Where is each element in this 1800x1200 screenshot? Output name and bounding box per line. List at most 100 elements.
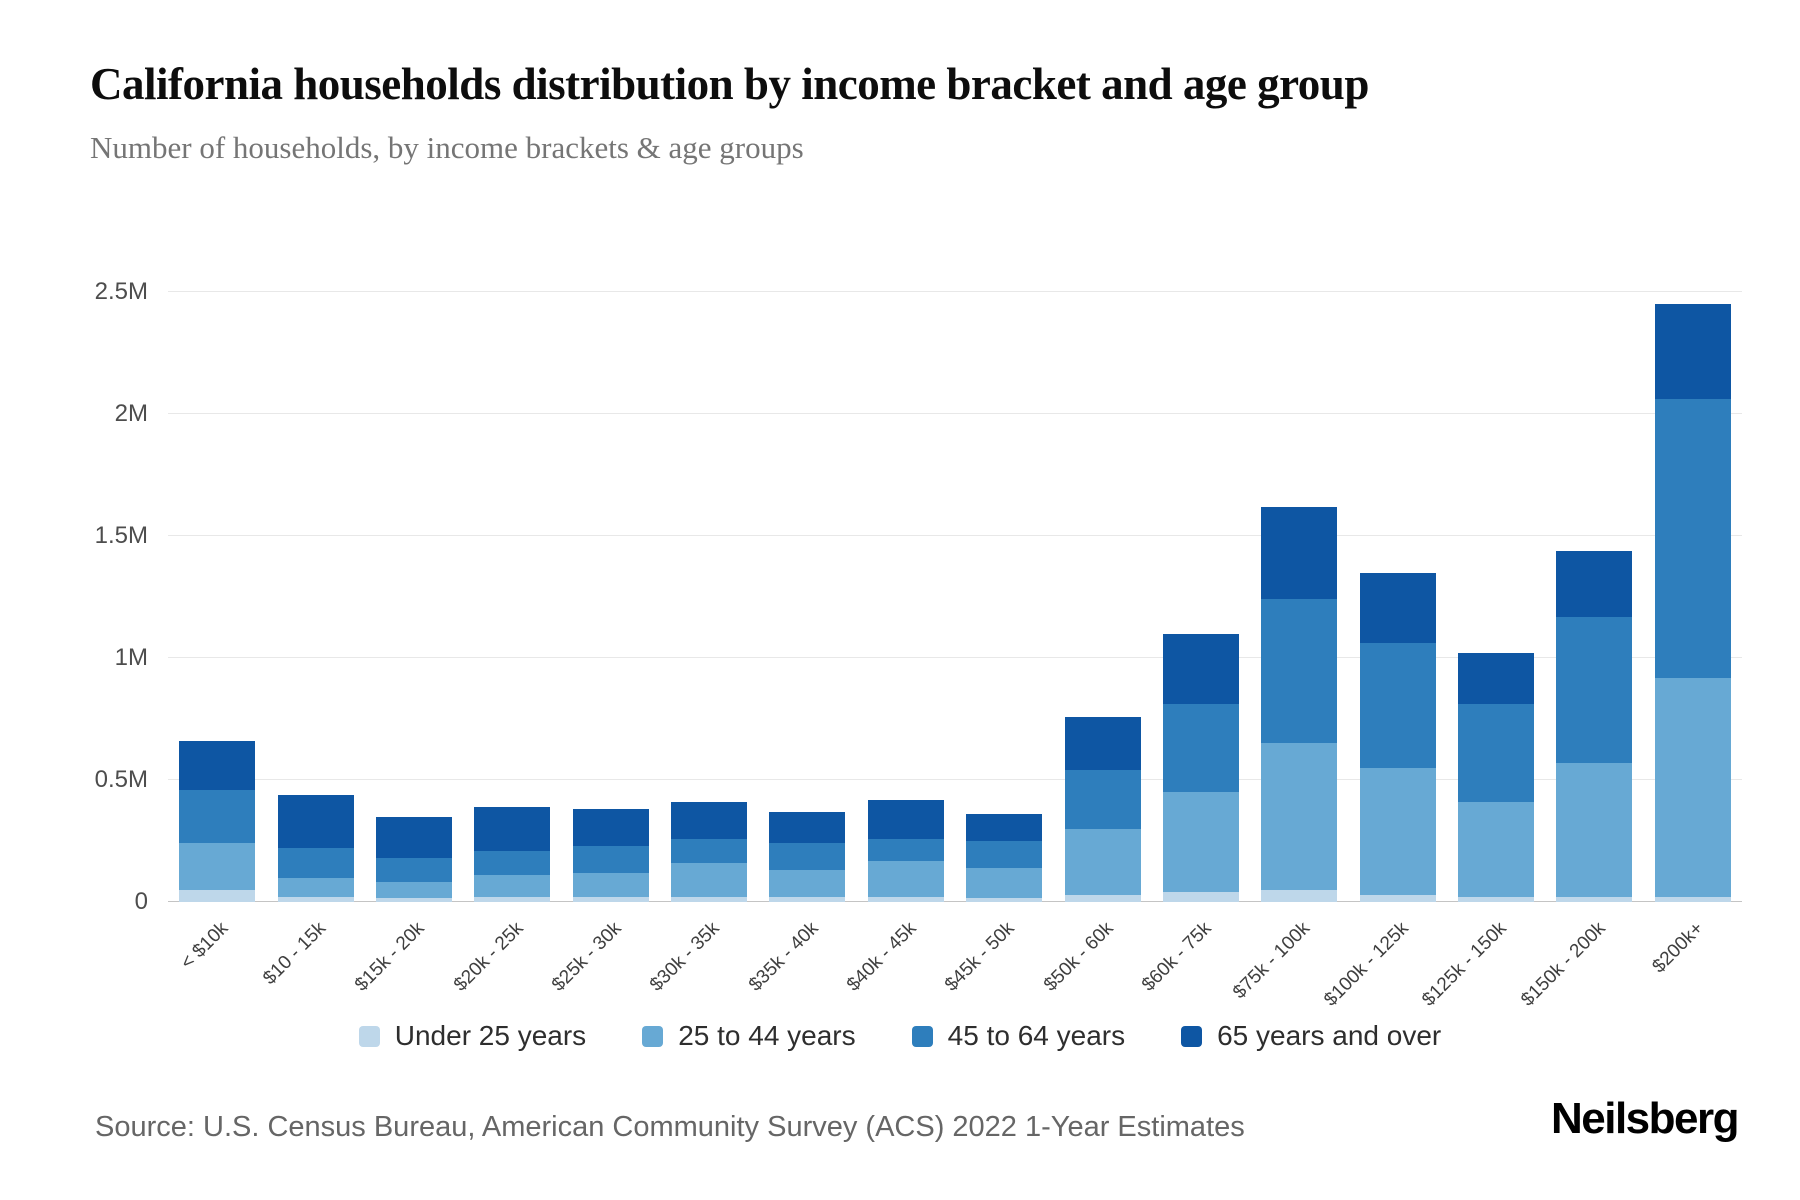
bar-segment xyxy=(1359,643,1436,768)
bar-segment xyxy=(1064,894,1141,902)
gridline xyxy=(168,657,1742,658)
bar-segment xyxy=(867,860,944,898)
bar-segment xyxy=(1458,801,1535,898)
stacked-bar xyxy=(1458,653,1535,902)
bar-segment xyxy=(179,843,256,890)
plot-area: 0 0.5M 1M 1.5M 2M 2.5M < $10k $10 - 15k $15k - 2… xyxy=(95,278,1742,1011)
bars-container: < $10k $10 - 15k $15k - 20k $20k - 25k $25k … xyxy=(168,292,1742,1011)
bar-segment xyxy=(1556,616,1633,763)
bar-column: $200k+ xyxy=(1644,292,1742,977)
bar-column: $50k - 60k xyxy=(1040,292,1151,996)
bar-segment xyxy=(769,811,846,844)
legend-label: Under 25 years xyxy=(394,1020,587,1051)
bar-segment xyxy=(1458,653,1535,705)
bar-segment xyxy=(1654,897,1731,902)
bar-column: $100k - 125k xyxy=(1320,292,1447,1011)
bar-segment xyxy=(1261,889,1338,902)
bar-segment xyxy=(1261,506,1338,600)
x-axis-tick-label: $60k - 75k xyxy=(1138,918,1216,996)
stacked-bar xyxy=(867,799,944,902)
bar-segment xyxy=(769,843,846,871)
bar-segment xyxy=(966,898,1043,902)
y-axis-tick-label: 1M xyxy=(114,644,148,671)
bar-segment xyxy=(474,850,551,876)
x-axis-tick-label: < $10k xyxy=(176,918,233,974)
y-axis-tick-label: 0.5M xyxy=(94,766,148,793)
stacked-bar xyxy=(572,809,649,902)
chart-legend: Under 25 years 25 to 44 years 45 to 64 yea… xyxy=(0,1020,1800,1052)
y-axis-tick-label: 0 xyxy=(134,888,148,915)
bar-segment xyxy=(671,838,748,863)
x-axis-tick-label: $50k - 60k xyxy=(1039,918,1118,996)
gridline xyxy=(168,413,1742,414)
stacked-bar xyxy=(1556,550,1633,902)
bar-segment xyxy=(769,897,846,902)
stacked-bar xyxy=(474,806,551,902)
legend-marker xyxy=(358,1025,380,1047)
bar-segment xyxy=(277,877,354,898)
bar-segment xyxy=(277,794,354,849)
bar-segment xyxy=(1359,572,1436,644)
bar-segment xyxy=(474,806,551,851)
x-axis-tick-label: $100k - 125k xyxy=(1320,918,1413,1011)
bar-segment xyxy=(966,814,1043,842)
bar-segment xyxy=(1162,792,1239,893)
bar-column: $125k - 150k xyxy=(1418,292,1545,1011)
chart-title: California households distribution by in… xyxy=(90,59,1369,109)
stacked-bar xyxy=(375,816,452,902)
stacked-bar xyxy=(966,814,1043,902)
stacked-bar xyxy=(1654,304,1731,902)
bar-segment xyxy=(1654,399,1731,678)
bar-column: $40k - 45k xyxy=(843,292,955,996)
bar-column: $35k - 40k xyxy=(745,292,856,996)
legend-marker xyxy=(642,1025,664,1047)
stacked-bar xyxy=(769,811,846,902)
gridline xyxy=(168,901,1742,902)
bar-column: $45k - 50k xyxy=(941,292,1053,996)
bar-segment xyxy=(671,862,748,898)
bar-column: $30k - 35k xyxy=(646,292,758,996)
bar-segment xyxy=(1261,599,1338,744)
x-axis-tick-label: $40k - 45k xyxy=(843,918,921,996)
legend-label: 25 to 44 years xyxy=(678,1020,856,1051)
bar-segment xyxy=(474,897,551,902)
bar-segment xyxy=(1458,704,1535,802)
bar-segment xyxy=(1556,762,1633,898)
gridline xyxy=(168,291,1742,292)
bar-segment xyxy=(1064,716,1141,771)
bar-segment xyxy=(867,799,944,839)
bar-column: < $10k xyxy=(168,292,266,974)
bar-segment xyxy=(1458,897,1535,902)
stacked-bar xyxy=(1261,506,1338,902)
x-axis-tick-label: $15k - 20k xyxy=(351,918,429,996)
legend-item[interactable]: 65 years and over xyxy=(1181,1020,1441,1052)
bar-segment xyxy=(474,875,551,898)
bar-segment xyxy=(572,809,649,846)
legend-item[interactable]: Under 25 years xyxy=(358,1020,587,1052)
bar-column: $60k - 75k xyxy=(1138,292,1250,996)
bar-segment xyxy=(1064,828,1141,895)
bar-segment xyxy=(572,897,649,902)
bar-segment xyxy=(1359,894,1436,902)
bar-column: $10 - 15k xyxy=(260,292,364,989)
bar-segment xyxy=(671,897,748,902)
y-axis-tick-label: 2.5M xyxy=(94,278,148,305)
bar-segment xyxy=(769,870,846,898)
bar-column: $75k - 100k xyxy=(1229,292,1348,1003)
neilsberg-logo: Neilsberg xyxy=(1550,1094,1740,1143)
x-axis-tick-label: $35k - 40k xyxy=(744,918,823,996)
x-axis-tick-label: $75k - 100k xyxy=(1229,918,1315,1004)
bar-segment xyxy=(867,838,944,861)
x-axis-tick-label: $25k - 30k xyxy=(547,918,626,996)
legend-item[interactable]: 45 to 64 years xyxy=(911,1020,1125,1052)
bar-segment xyxy=(375,816,452,859)
x-axis-tick-label: $150k - 200k xyxy=(1516,918,1610,1011)
bar-segment xyxy=(1064,770,1141,829)
bar-segment xyxy=(1556,550,1633,617)
legend-item[interactable]: 25 to 44 years xyxy=(642,1020,856,1052)
bar-segment xyxy=(966,867,1043,899)
stacked-bar xyxy=(671,801,748,902)
stacked-bar xyxy=(1359,572,1436,902)
bar-column: $150k - 200k xyxy=(1517,292,1643,1011)
bar-segment xyxy=(375,882,452,899)
